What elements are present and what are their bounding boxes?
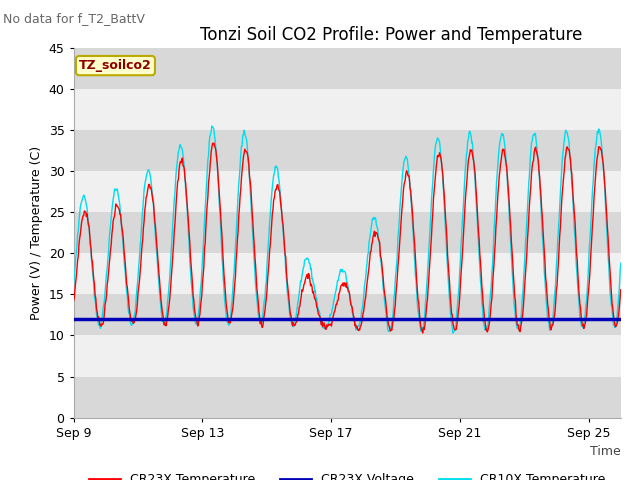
CR23X Voltage <box>399 316 407 322</box>
Bar <box>74 336 621 376</box>
CR10X Temperature <box>449 330 457 336</box>
CR10X Temperature <box>208 123 216 129</box>
Bar <box>74 89 621 130</box>
CR23X Temperature <box>143 189 151 194</box>
Bar <box>74 212 621 253</box>
Line: CR23X Temperature: CR23X Temperature <box>74 143 621 333</box>
CR23X Temperature <box>210 140 218 146</box>
Bar <box>74 130 621 171</box>
Line: CR10X Temperature: CR10X Temperature <box>74 126 621 333</box>
CR23X Temperature <box>617 287 625 292</box>
CR23X Voltage <box>70 316 77 322</box>
CR23X Voltage <box>353 316 361 322</box>
Bar <box>74 294 621 336</box>
Y-axis label: Power (V) / Temperature (C): Power (V) / Temperature (C) <box>30 146 43 320</box>
CR10X Temperature <box>70 282 77 288</box>
CR10X Temperature <box>354 324 362 330</box>
CR10X Temperature <box>400 159 408 165</box>
Bar <box>74 48 621 89</box>
CR10X Temperature <box>490 247 497 252</box>
CR10X Temperature <box>132 298 140 304</box>
Text: No data for f_T2_BattV: No data for f_T2_BattV <box>3 12 145 25</box>
CR23X Temperature <box>132 312 140 317</box>
CR23X Temperature <box>419 330 427 336</box>
Text: TZ_soilco2: TZ_soilco2 <box>79 59 152 72</box>
Bar <box>74 171 621 212</box>
Title: Tonzi Soil CO2 Profile: Power and Temperature: Tonzi Soil CO2 Profile: Power and Temper… <box>200 25 582 44</box>
Bar <box>74 253 621 294</box>
Text: Time: Time <box>590 445 621 458</box>
Bar <box>74 376 621 418</box>
CR23X Voltage <box>132 316 140 322</box>
CR23X Temperature <box>490 272 497 277</box>
CR23X Temperature <box>400 182 408 188</box>
CR10X Temperature <box>180 168 188 174</box>
CR23X Voltage <box>617 316 625 322</box>
CR23X Voltage <box>143 316 151 322</box>
CR23X Temperature <box>180 167 188 172</box>
CR23X Temperature <box>354 326 362 332</box>
CR10X Temperature <box>143 169 151 175</box>
CR23X Voltage <box>488 316 496 322</box>
CR10X Temperature <box>617 261 625 266</box>
Legend: CR23X Temperature, CR23X Voltage, CR10X Temperature: CR23X Temperature, CR23X Voltage, CR10X … <box>84 468 611 480</box>
CR23X Temperature <box>70 298 77 304</box>
CR23X Voltage <box>180 316 188 322</box>
